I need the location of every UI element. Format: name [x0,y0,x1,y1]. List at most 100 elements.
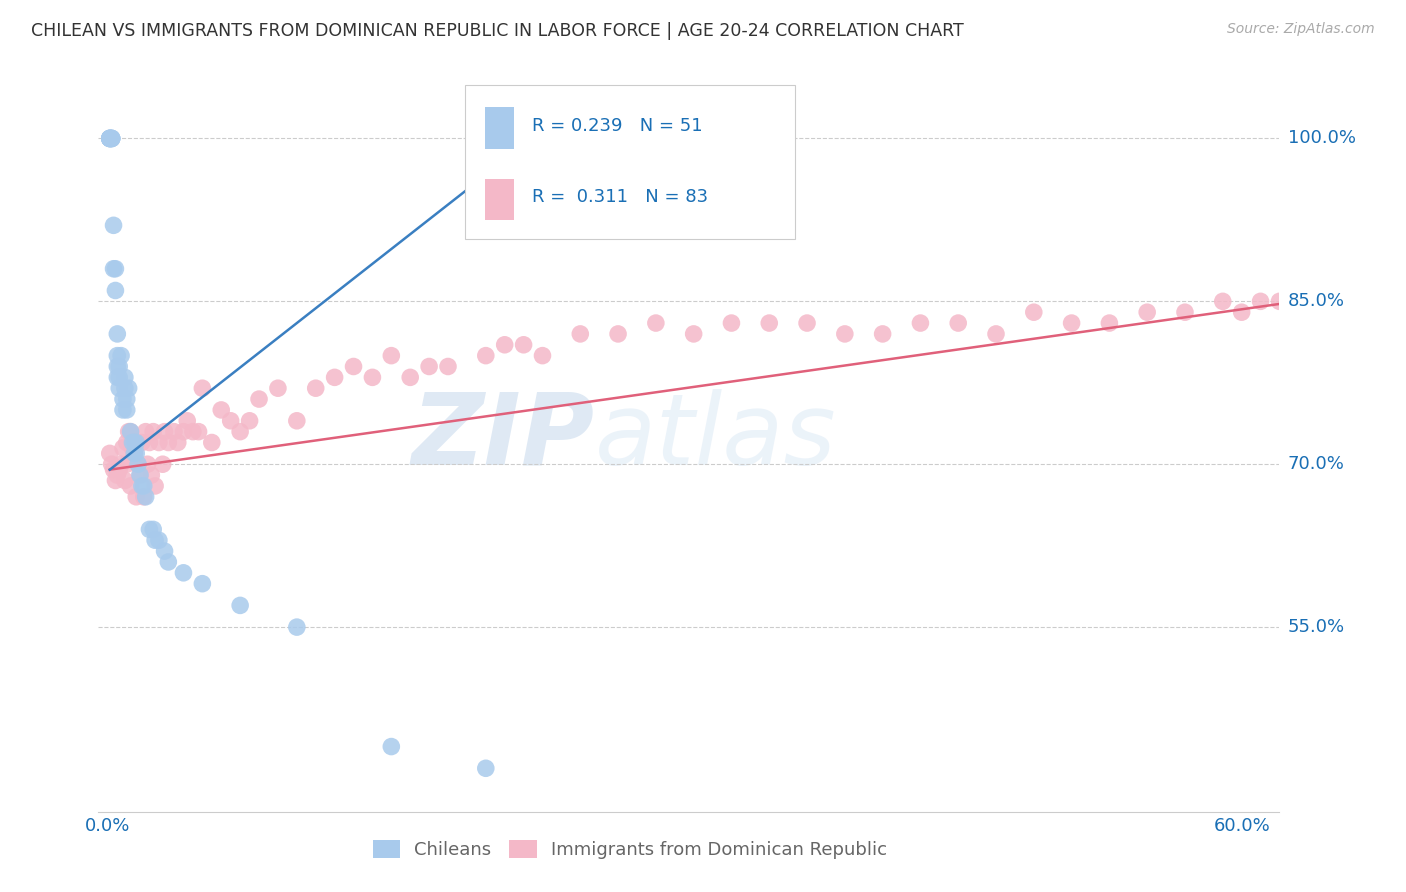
Point [494,338,516,352]
Point [285,414,308,428]
Point [141,468,163,483]
Point [834,326,856,341]
Point [247,392,270,406]
Point [531,349,554,363]
Point [103,463,125,477]
Point [910,316,932,330]
Point [132,490,155,504]
Text: 100.0%: 100.0% [1288,129,1355,147]
Point [143,533,166,548]
Point [98,131,121,145]
Point [127,457,149,471]
Point [125,446,148,460]
Point [125,435,148,450]
Point [1230,305,1253,319]
Point [118,425,141,439]
Point [105,370,128,384]
Point [98,131,121,145]
Point [191,381,214,395]
Point [114,370,136,384]
Point [115,457,138,471]
Point [115,392,138,406]
Point [98,131,121,145]
Text: ZIP: ZIP [412,389,595,485]
Point [110,457,132,471]
Point [984,326,1007,341]
Legend: Chileans, Immigrants from Dominican Republic: Chileans, Immigrants from Dominican Repu… [366,832,894,866]
Point [100,131,122,145]
Point [872,326,894,341]
Point [229,599,252,613]
Point [948,316,970,330]
Point [108,463,131,477]
Point [1098,316,1121,330]
Point [1286,294,1309,309]
Point [569,326,592,341]
Point [127,457,149,471]
Point [607,326,630,341]
Point [111,403,134,417]
Point [121,435,143,450]
Point [138,522,160,536]
Point [305,381,328,395]
Point [1324,131,1347,145]
Text: CHILEAN VS IMMIGRANTS FROM DOMINICAN REPUBLIC IN LABOR FORCE | AGE 20-24 CORRELA: CHILEAN VS IMMIGRANTS FROM DOMINICAN REP… [31,22,963,40]
Text: 70.0%: 70.0% [1288,455,1344,474]
Point [103,219,125,233]
Point [104,284,127,298]
Point [100,457,122,471]
Point [108,370,131,384]
Point [124,446,146,460]
Point [1306,284,1329,298]
Point [98,131,121,145]
Point [201,435,224,450]
Point [796,316,818,330]
Point [124,446,146,460]
Point [135,425,157,439]
Point [152,457,174,471]
Point [120,479,142,493]
Point [115,435,138,450]
Point [187,425,209,439]
Text: R =  0.311   N = 83: R = 0.311 N = 83 [531,188,709,206]
Point [129,468,152,483]
Point [172,566,194,580]
Point [1136,305,1159,319]
FancyBboxPatch shape [464,85,796,238]
Point [209,403,232,417]
Point [239,414,262,428]
Point [720,316,742,330]
Point [108,381,131,395]
Point [120,425,142,439]
Text: R = 0.239   N = 51: R = 0.239 N = 51 [531,117,703,135]
Point [120,425,142,439]
Point [100,131,122,145]
Point [135,490,157,504]
Point [191,576,214,591]
Point [131,435,153,450]
Point [105,468,128,483]
Point [143,479,166,493]
Point [153,544,176,558]
Point [103,261,125,276]
Point [153,425,176,439]
Point [285,620,308,634]
Point [437,359,460,374]
Point [1174,305,1197,319]
Point [380,739,402,754]
Point [323,370,346,384]
Text: Source: ZipAtlas.com: Source: ZipAtlas.com [1227,22,1375,37]
Point [1268,294,1291,309]
Point [100,131,122,145]
Point [98,131,121,145]
Point [399,370,422,384]
Point [142,522,165,536]
Point [125,435,148,450]
Point [166,435,188,450]
Point [98,446,121,460]
Text: 55.0%: 55.0% [1288,618,1346,636]
Point [219,414,242,428]
Point [138,435,160,450]
Point [100,131,122,145]
Point [1022,305,1045,319]
